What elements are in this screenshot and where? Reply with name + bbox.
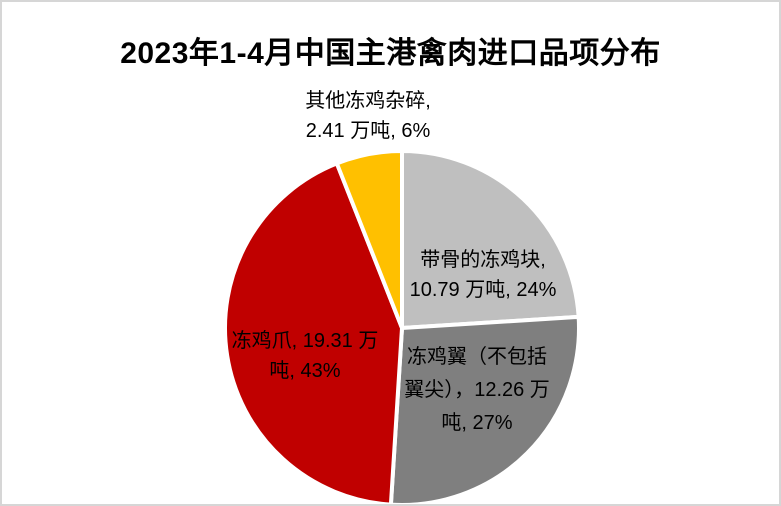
pie-label-line: 2.41 万吨, 6%: [305, 120, 431, 142]
pie-label-line: 冻鸡翼（不包括: [406, 346, 547, 368]
pie-label-other-frozen-chicken-offal: 其他冻鸡杂碎, 2.41 万吨, 6%: [305, 86, 431, 146]
pie-slice-3: [223, 161, 404, 504]
pie-label-bone-in-frozen-chicken-pieces: 带骨的冻鸡块, 10.79 万吨, 24%: [410, 245, 557, 305]
pie-label-frozen-chicken-wings: 冻鸡翼（不包括 翼尖），12.26 万 吨, 27%: [404, 341, 550, 440]
chart-title: 2023年1-4月中国主港禽肉进口品项分布: [120, 37, 661, 70]
pie-label-line: 吨, 43%: [269, 360, 341, 382]
pie-label-line: 带骨的冻鸡块,: [420, 249, 546, 271]
pie-label-frozen-chicken-feet: 冻鸡爪, 19.31 万 吨, 43%: [232, 326, 379, 386]
pie-slice-1: [400, 149, 581, 330]
pie-label-line: 其他冻鸡杂碎,: [305, 90, 431, 112]
pie-label-line: 冻鸡爪, 19.31 万: [231, 330, 379, 352]
pie-label-line: 吨, 27%: [441, 412, 513, 434]
pie-label-line: 翼尖），12.26 万: [404, 379, 550, 401]
pie-slice-4: [334, 149, 404, 330]
pie-slice-2: [388, 314, 581, 504]
pie-label-line: 10.79 万吨, 24%: [409, 279, 557, 301]
